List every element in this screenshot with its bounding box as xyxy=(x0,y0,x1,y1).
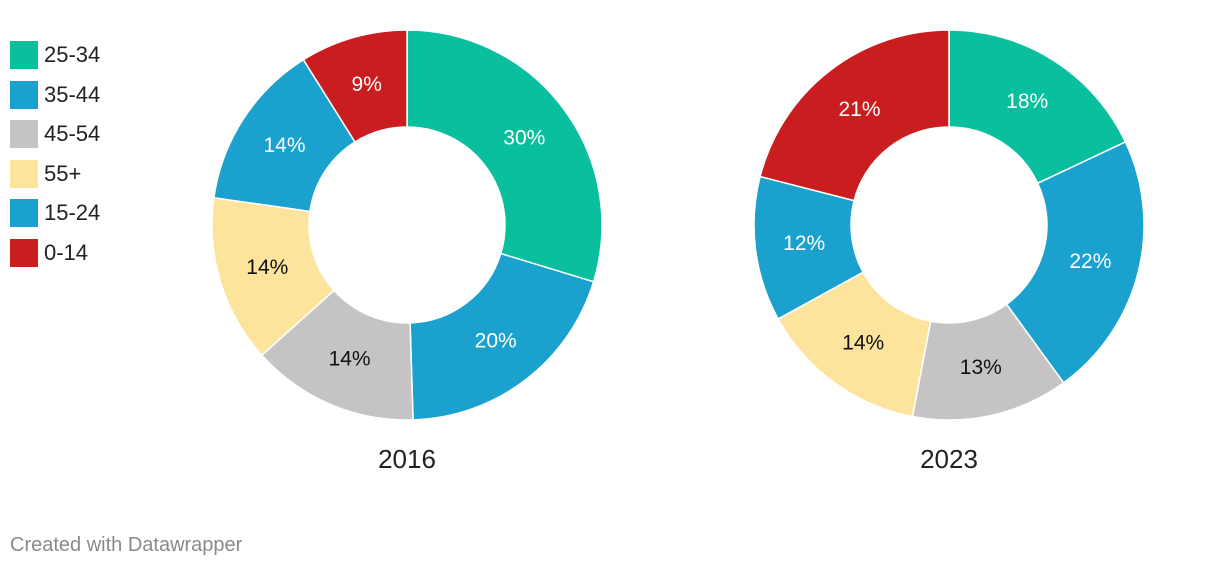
chart-title: 2023 xyxy=(920,444,978,474)
legend-item-45-54: 45-54 xyxy=(10,120,101,149)
legend-label: 45-54 xyxy=(44,121,101,147)
legend-label: 15-24 xyxy=(44,200,101,226)
data-label-25-34: 18% xyxy=(1006,90,1048,113)
slice-25-34 xyxy=(948,29,1127,185)
legend-swatch xyxy=(10,199,38,228)
legend-item-25-34: 25-34 xyxy=(10,41,100,69)
legend-item-35-44: 35-44 xyxy=(10,80,101,109)
legend: 25-34 35-44 45-54 55+ 15-24 0-14 xyxy=(10,41,100,279)
legend-item-0-14: 0-14 xyxy=(10,238,100,267)
legend-item-15-24: 15-24 xyxy=(10,199,101,228)
data-label-35-44: 20% xyxy=(475,329,517,352)
data-label-0-14: 9% xyxy=(352,73,382,96)
chart-title: 2016 xyxy=(378,444,436,474)
donut-svg: 30% 20% 14% 14% 14% 9% 2016 xyxy=(211,29,603,474)
data-label-15-24: 12% xyxy=(783,232,825,255)
legend-label: 35-44 xyxy=(44,81,101,107)
legend-label: 55+ xyxy=(44,160,82,186)
slice-0-14 xyxy=(759,29,950,202)
data-label-55-plus: 14% xyxy=(246,256,288,279)
data-label-35-44: 22% xyxy=(1069,250,1111,273)
slice-25-34 xyxy=(406,29,603,283)
slice-35-44 xyxy=(1005,140,1145,384)
data-label-55-plus: 14% xyxy=(842,332,884,355)
data-label-15-24: 14% xyxy=(263,134,305,157)
donut-chart-2023: 18% 22% 13% 14% 12% 21% 2023 xyxy=(739,22,1159,492)
data-label-45-54: 14% xyxy=(329,348,371,371)
legend-item-55-plus: 55+ xyxy=(10,159,100,188)
legend-swatch xyxy=(10,238,38,267)
donut-chart-2016: 30% 20% 14% 14% 14% 9% 2016 xyxy=(197,22,617,492)
data-label-45-54: 13% xyxy=(960,356,1002,379)
slice-35-44 xyxy=(409,252,595,421)
legend-label: 25-34 xyxy=(44,42,101,67)
data-label-25-34: 30% xyxy=(503,127,545,150)
slice-0-14 xyxy=(302,29,408,143)
legend-swatch xyxy=(10,80,38,109)
legend-swatch xyxy=(10,159,38,188)
legend-swatch xyxy=(10,41,38,69)
legend-swatch xyxy=(10,120,38,149)
donut-svg: 18% 22% 13% 14% 12% 21% 2023 xyxy=(753,29,1145,474)
credit-text: Created with Datawrapper xyxy=(10,534,243,556)
legend-label: 0-14 xyxy=(44,239,89,265)
data-label-0-14: 21% xyxy=(838,98,880,121)
